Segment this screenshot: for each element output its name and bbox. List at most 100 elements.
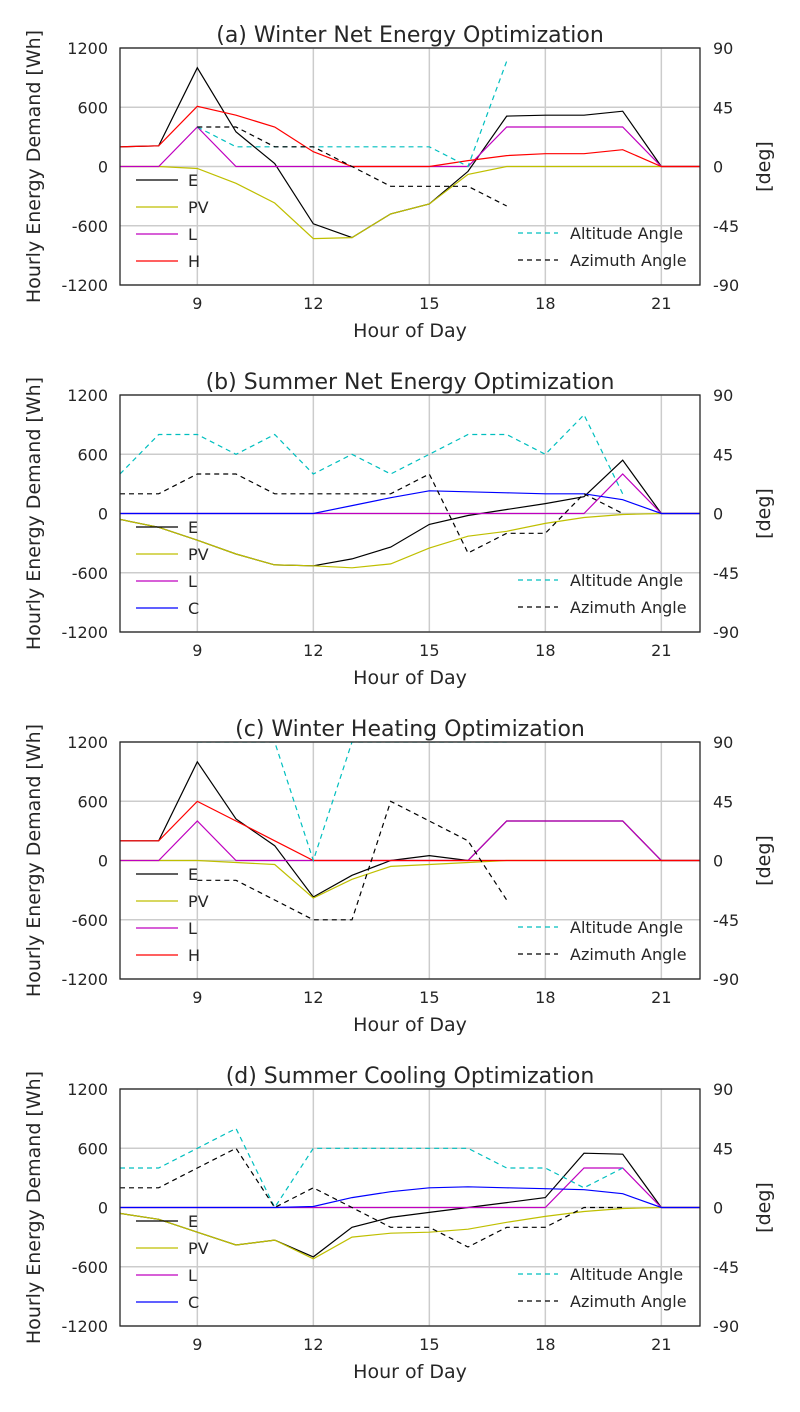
x-tick-label: 9 <box>192 641 202 660</box>
y2-tick-label: -45 <box>713 217 739 236</box>
y2-tick-label: 0 <box>713 505 723 524</box>
legend-label: C <box>188 1293 199 1312</box>
chart-title: (a) Winter Net Energy Optimization <box>216 23 604 48</box>
legend-label: Altitude Angle <box>570 1265 683 1284</box>
series-line-altitude-angle <box>120 413 624 495</box>
chart-1: 9 12 15 18 21 -1200 -600 0 600 1200 -90 -45 0 45 90 (a)… <box>23 23 775 342</box>
legend-label: Azimuth Angle <box>570 251 687 270</box>
x-tick-label: 12 <box>303 1335 323 1354</box>
y2-tick-label: 0 <box>713 852 723 871</box>
legend-label: L <box>188 572 197 591</box>
y-tick-label: 1200 <box>67 1080 108 1099</box>
y-axis-label: Hourly Energy Demand [Wh] <box>23 377 45 650</box>
x-axis-label: Hour of Day <box>353 1014 467 1036</box>
legend-label: PV <box>188 545 209 564</box>
y2-tick-label: 45 <box>713 1139 733 1158</box>
x-tick-label: 15 <box>419 294 439 313</box>
y2-axis-label: [deg] <box>753 141 775 192</box>
y-tick-label: 600 <box>77 792 108 811</box>
y-axis-label: Hourly Energy Demand [Wh] <box>23 1071 45 1344</box>
series-line-l <box>120 1167 700 1209</box>
legend-label: Altitude Angle <box>570 224 683 243</box>
series-line-l <box>120 820 700 862</box>
legend-label: Azimuth Angle <box>570 598 687 617</box>
series-line-azimuth-angle <box>197 126 507 207</box>
x-tick-label: 21 <box>651 294 671 313</box>
legend-label: Altitude Angle <box>570 918 683 937</box>
chart-title: (c) Winter Heating Optimization <box>235 717 585 742</box>
series-line-azimuth-angle <box>120 473 623 554</box>
legend-label: C <box>188 599 199 618</box>
y-tick-label: -600 <box>72 217 108 236</box>
legend-label: E <box>188 171 198 190</box>
chart-title: (b) Summer Net Energy Optimization <box>206 370 615 395</box>
y2-tick-label: -45 <box>713 911 739 930</box>
y2-tick-label: 45 <box>713 445 733 464</box>
y-tick-label: -1200 <box>62 1317 109 1336</box>
x-tick-label: 21 <box>651 641 671 660</box>
x-axis-label: Hour of Day <box>353 320 467 342</box>
x-axis-label: Hour of Day <box>353 667 467 689</box>
y-tick-label: 600 <box>77 445 108 464</box>
y-tick-label: 1200 <box>67 386 108 405</box>
y-tick-label: -1200 <box>62 276 109 295</box>
x-tick-label: 12 <box>303 294 323 313</box>
legend-label: L <box>188 1266 197 1285</box>
series-group <box>120 1127 700 1260</box>
x-tick-label: 9 <box>192 294 202 313</box>
x-tick-label: 18 <box>535 641 555 660</box>
y2-tick-label: 90 <box>713 39 733 58</box>
legend-label: E <box>188 1212 198 1231</box>
series-line-h <box>120 800 700 862</box>
legend-label: PV <box>188 198 209 217</box>
series-line-c <box>120 1186 700 1209</box>
series-group <box>120 60 700 240</box>
legend-label: E <box>188 518 198 537</box>
legend-label: H <box>188 252 200 271</box>
x-tick-label: 21 <box>651 1335 671 1354</box>
x-tick-label: 15 <box>419 988 439 1007</box>
x-tick-label: 18 <box>535 1335 555 1354</box>
y-tick-label: 600 <box>77 1139 108 1158</box>
series-line-c <box>120 490 700 515</box>
y2-axis-label: [deg] <box>753 1182 775 1233</box>
legend-label: Azimuth Angle <box>570 945 687 964</box>
legend-label: PV <box>188 1239 209 1258</box>
legend-label: L <box>188 225 197 244</box>
plot-frame <box>119 1088 701 1327</box>
legend-label: L <box>188 919 197 938</box>
y2-tick-label: -45 <box>713 1258 739 1277</box>
y-tick-label: 1200 <box>67 733 108 752</box>
y2-tick-label: 45 <box>713 792 733 811</box>
y-tick-label: -600 <box>72 564 108 583</box>
series-line-h <box>120 105 700 168</box>
y-axis-label: Hourly Energy Demand [Wh] <box>23 30 45 303</box>
y2-axis-label: [deg] <box>753 488 775 539</box>
y-tick-label: -1200 <box>62 623 109 642</box>
y2-tick-label: -90 <box>713 1317 739 1336</box>
y-tick-label: 0 <box>98 505 108 524</box>
x-tick-label: 12 <box>303 641 323 660</box>
y-tick-label: 0 <box>98 158 108 177</box>
chart-3: 9 12 15 18 21 -1200 -600 0 600 1200 -90 -45 0 45 90 (c)… <box>23 717 775 1036</box>
x-tick-label: 18 <box>535 988 555 1007</box>
y-tick-label: -600 <box>72 911 108 930</box>
y2-tick-label: 45 <box>713 98 733 117</box>
x-tick-label: 18 <box>535 294 555 313</box>
chart-2: 9 12 15 18 21 -1200 -600 0 600 1200 -90 -45 0 45 90 (b)… <box>23 370 775 689</box>
y2-tick-label: 90 <box>713 386 733 405</box>
plot-frame <box>119 47 701 286</box>
x-tick-label: 9 <box>192 1335 202 1354</box>
y-tick-label: -1200 <box>62 970 109 989</box>
series-line-pv <box>120 165 700 240</box>
plot-frame <box>119 394 701 633</box>
series-line-e <box>120 760 700 898</box>
chart-title: (d) Summer Cooling Optimization <box>226 1064 595 1089</box>
x-tick-label: 12 <box>303 988 323 1007</box>
legend-label: E <box>188 865 198 884</box>
x-tick-label: 15 <box>419 1335 439 1354</box>
legend-label: H <box>188 946 200 965</box>
y-axis-label: Hourly Energy Demand [Wh] <box>23 724 45 997</box>
y2-tick-label: -90 <box>713 623 739 642</box>
